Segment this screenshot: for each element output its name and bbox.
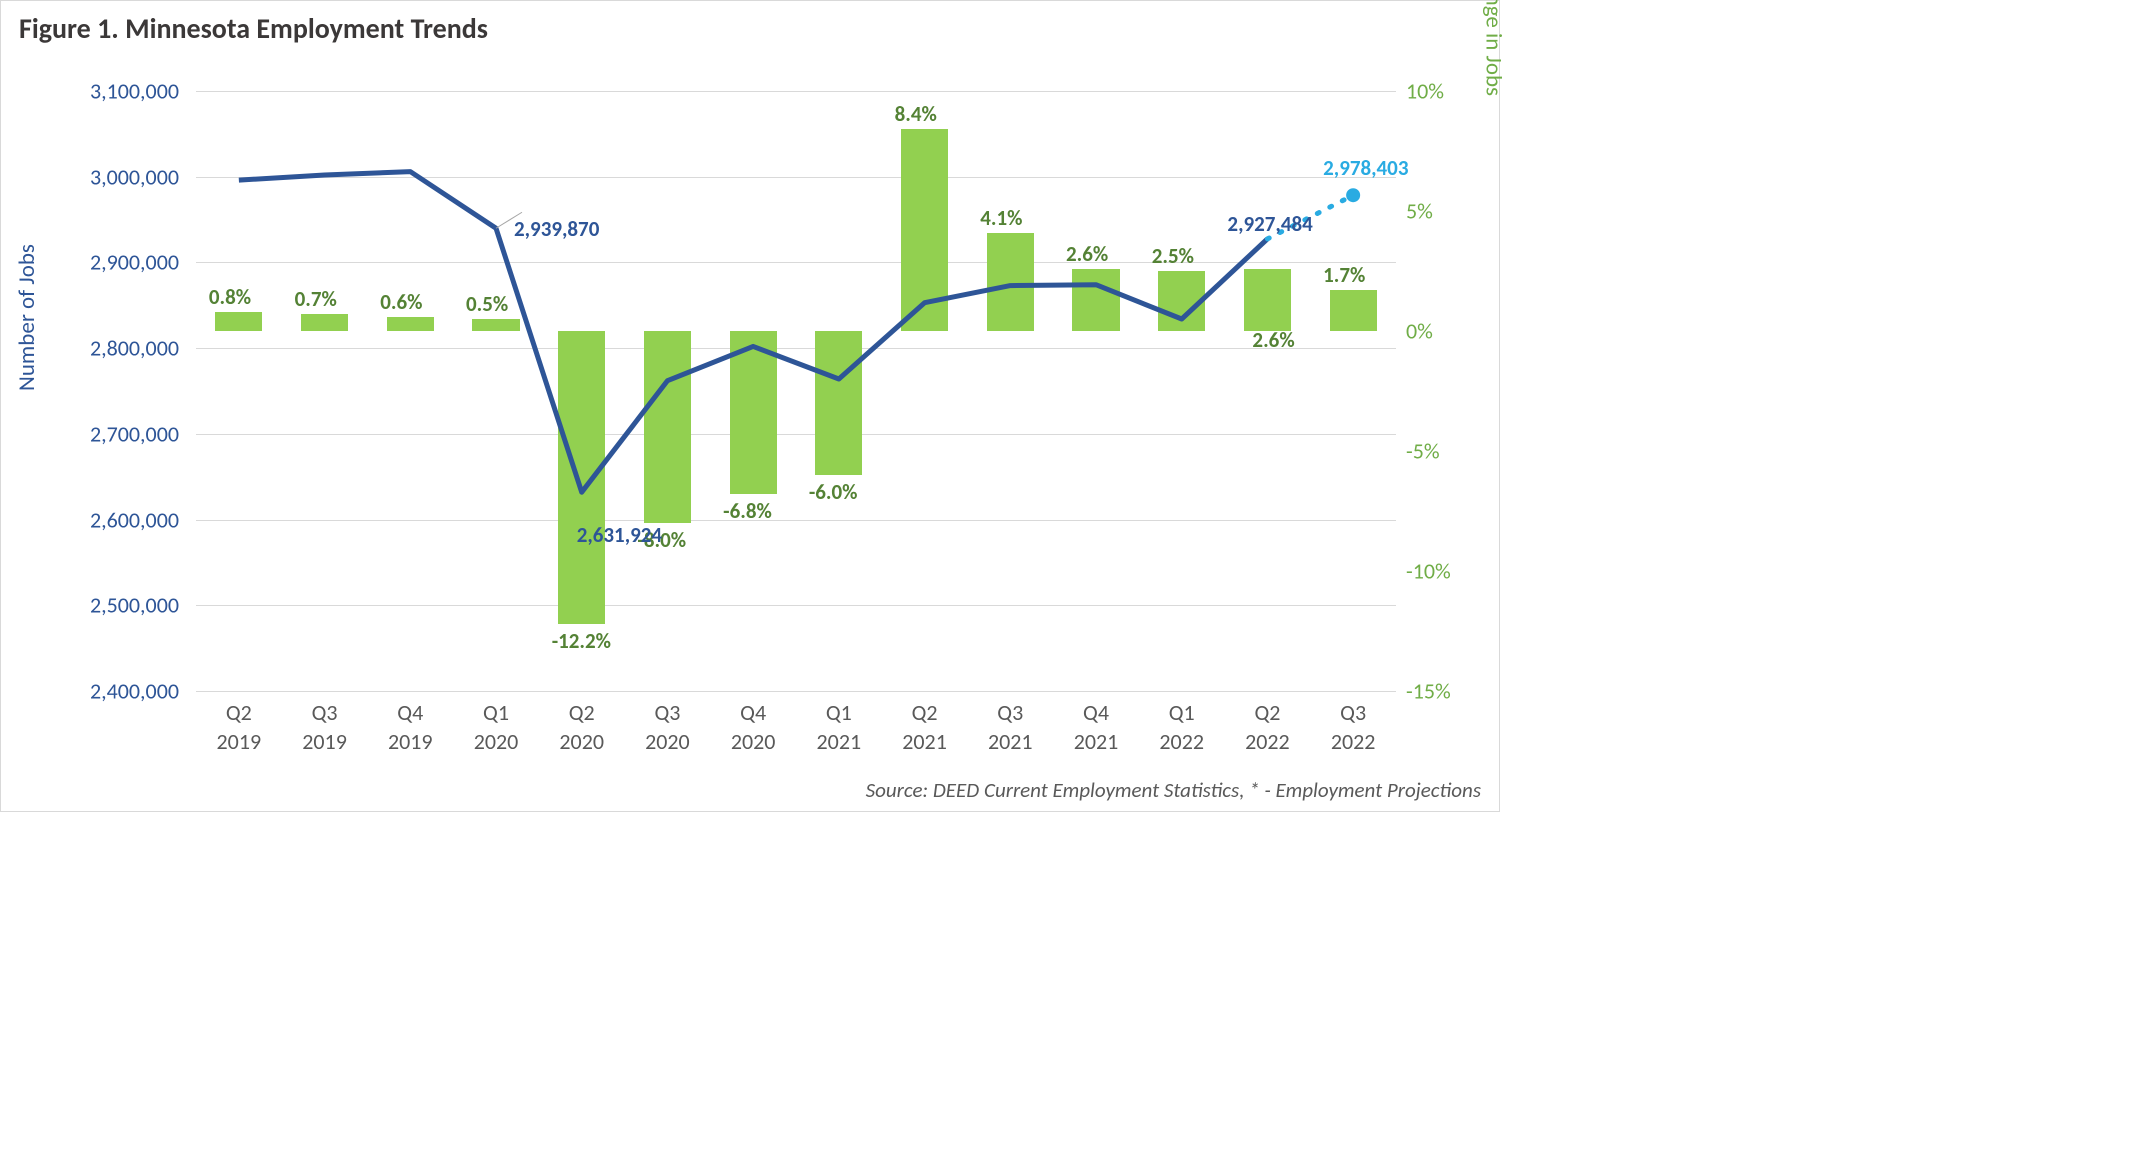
y-left-tick-label: 2,800,000 bbox=[19, 335, 179, 362]
chart-title: Figure 1. Minnesota Employment Trends bbox=[19, 11, 488, 46]
line-chart-svg bbox=[196, 91, 1396, 691]
jobs-line bbox=[239, 172, 1268, 493]
x-tick-label: Q22021 bbox=[890, 699, 960, 756]
y-left-tick-label: 3,000,000 bbox=[19, 163, 179, 190]
y-left-tick-label: 2,700,000 bbox=[19, 420, 179, 447]
x-tick-label: Q32019 bbox=[290, 699, 360, 756]
y-right-tick-label: 0% bbox=[1406, 318, 1486, 345]
plot-area: 0.8%0.7%0.6%0.5%-12.2%-8.0%-6.8%-6.0%8.4… bbox=[196, 91, 1396, 691]
y-right-tick-label: 5% bbox=[1406, 198, 1486, 225]
y-right-tick-label: -15% bbox=[1406, 678, 1486, 705]
x-tick-label: Q32020 bbox=[632, 699, 702, 756]
projection-marker bbox=[1346, 188, 1360, 202]
y-left-tick-label: 2,500,000 bbox=[19, 592, 179, 619]
source-text: Source: DEED Current Employment Statisti… bbox=[866, 777, 1481, 803]
line-data-label: 2,939,870 bbox=[514, 216, 599, 242]
x-tick-label: Q12021 bbox=[804, 699, 874, 756]
y-left-tick-label: 2,600,000 bbox=[19, 506, 179, 533]
y-right-tick-label: -5% bbox=[1406, 438, 1486, 465]
x-tick-label: Q32022 bbox=[1318, 699, 1388, 756]
x-tick-label: Q22020 bbox=[547, 699, 617, 756]
x-tick-label: Q22022 bbox=[1232, 699, 1302, 756]
line-data-label: 2,631,924 bbox=[577, 522, 662, 548]
figure-container: Figure 1. Minnesota Employment Trends Nu… bbox=[0, 0, 1500, 812]
y-left-tick-label: 2,900,000 bbox=[19, 249, 179, 276]
x-tick-label: Q12022 bbox=[1147, 699, 1217, 756]
x-tick-label: Q22019 bbox=[204, 699, 274, 756]
y-left-tick-label: 2,400,000 bbox=[19, 678, 179, 705]
x-tick-label: Q32021 bbox=[975, 699, 1045, 756]
x-tick-label: Q42021 bbox=[1061, 699, 1131, 756]
projection-label: 2,978,403 bbox=[1323, 155, 1408, 181]
gridline bbox=[196, 691, 1396, 692]
x-tick-label: Q12020 bbox=[461, 699, 531, 756]
x-tick-label: Q42019 bbox=[375, 699, 445, 756]
line-data-label: 2,927,484 bbox=[1227, 211, 1312, 237]
y-left-tick-label: 3,100,000 bbox=[19, 78, 179, 105]
y-right-tick-label: -10% bbox=[1406, 558, 1486, 585]
x-tick-label: Q42020 bbox=[718, 699, 788, 756]
y-right-tick-label: 10% bbox=[1406, 78, 1486, 105]
